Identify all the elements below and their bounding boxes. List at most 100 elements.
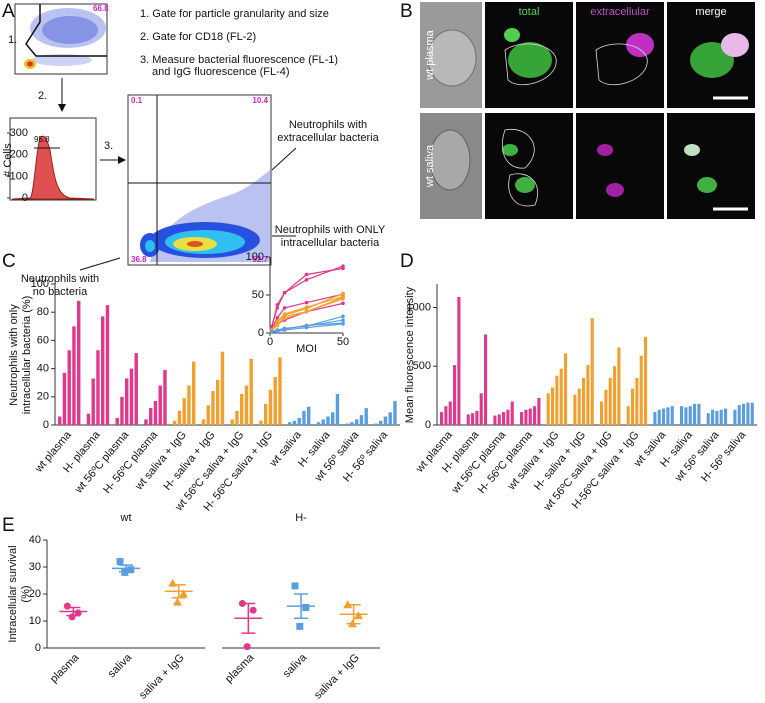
bar (608, 378, 612, 425)
bar (635, 378, 639, 425)
bar (216, 379, 220, 425)
bar (688, 406, 692, 425)
bar (670, 406, 674, 425)
bar (453, 365, 457, 425)
bar (249, 358, 253, 425)
row-label: wt saliva (424, 144, 436, 188)
column-label: total (519, 6, 540, 18)
arrow-head (118, 156, 126, 164)
error-bar (171, 584, 186, 599)
y-tick-label: 40 (37, 363, 49, 375)
bar (201, 419, 206, 425)
point (353, 611, 363, 620)
micrograph-grid (420, 2, 755, 219)
point (341, 322, 345, 326)
bar (134, 353, 138, 425)
bar (471, 413, 475, 425)
quadrant-value: 10.4 (252, 96, 268, 105)
point (302, 604, 310, 611)
annotation: Neutrophils with (289, 119, 367, 131)
bar (91, 378, 95, 425)
y-tick-label: 0 (22, 192, 28, 204)
bar (125, 378, 129, 425)
bar (502, 412, 506, 425)
bar (345, 423, 349, 425)
bar (235, 410, 239, 425)
bar (101, 316, 105, 425)
point (282, 312, 287, 316)
y-axis-label: intracellular bacteria (%) (21, 296, 33, 415)
panel-label: D (400, 251, 414, 272)
bar (600, 401, 604, 425)
point (304, 309, 309, 314)
bar (666, 407, 670, 425)
bar (326, 416, 330, 425)
panel-label: C (2, 251, 16, 272)
point (341, 314, 345, 319)
point (269, 330, 274, 335)
bar (639, 355, 643, 425)
bar (192, 361, 196, 425)
bar (67, 350, 71, 425)
x-axis-label: MOI (296, 343, 317, 355)
bar (58, 416, 62, 425)
bar (613, 366, 617, 425)
panel-label: B (400, 1, 413, 22)
annotation: Neutrophils with ONLY (275, 224, 386, 236)
arrow (79, 257, 121, 271)
bar (62, 372, 67, 425)
bar (211, 391, 215, 425)
bar (484, 334, 488, 425)
error-bar (119, 564, 133, 573)
bar (684, 407, 688, 425)
bar (440, 412, 444, 425)
x-tick-label: saliva + IgG (137, 652, 187, 702)
bar (533, 406, 537, 425)
bar (724, 408, 728, 425)
step-number: 2. (38, 90, 47, 102)
bar (715, 410, 719, 425)
bar (590, 318, 594, 425)
y-tick-label: 30 (29, 561, 41, 573)
x-tick-label: 0 (267, 336, 273, 348)
bar (706, 413, 710, 425)
bar (120, 396, 124, 425)
y-tick-label: 0 (425, 419, 431, 431)
bar (551, 387, 555, 425)
annotation: intracellular bacteria (281, 237, 380, 249)
point (68, 613, 76, 621)
point (341, 318, 345, 322)
y-tick-label: 200 (10, 149, 28, 161)
point (249, 606, 257, 614)
point (275, 316, 280, 320)
bar (72, 326, 76, 425)
point (178, 589, 188, 598)
x-tick-label: saliva + IgG (312, 652, 362, 702)
histogram-axis: 0 100 200 300 (7, 127, 28, 204)
bar (506, 409, 510, 425)
y-tick-label: 60 (37, 334, 49, 346)
quadrant-value: 52.7 (252, 255, 268, 264)
error-bar (241, 602, 256, 634)
bar (546, 393, 550, 425)
y-tick-label: 500 (413, 360, 431, 372)
bar (364, 408, 368, 425)
bar (105, 305, 110, 425)
bar (657, 409, 661, 425)
bar (564, 353, 568, 425)
point (275, 323, 280, 328)
column-label: merge (695, 6, 726, 18)
y-axis-label: Mean fluorescence intensity (404, 286, 416, 423)
bar (737, 405, 741, 425)
bar (297, 417, 301, 425)
quadrant-value: 36.8 (131, 255, 147, 264)
panel-label: E (2, 515, 15, 536)
axis-label: # Cells (2, 143, 14, 177)
bar (493, 415, 497, 425)
bar (644, 336, 648, 425)
density-plot (127, 94, 272, 266)
bar (510, 401, 514, 425)
bar (273, 377, 277, 425)
bar (524, 409, 528, 425)
